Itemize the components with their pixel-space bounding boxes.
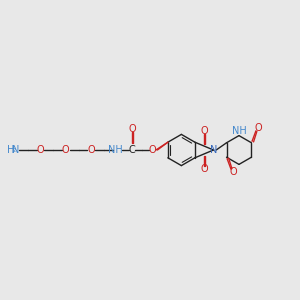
Text: O: O — [254, 123, 262, 134]
Text: N: N — [12, 145, 20, 155]
Text: C: C — [128, 145, 135, 155]
Text: O: O — [36, 145, 44, 155]
Text: O: O — [201, 126, 208, 136]
Text: NH: NH — [232, 126, 246, 136]
Text: O: O — [87, 145, 95, 155]
Text: ₂: ₂ — [12, 146, 15, 154]
Text: O: O — [201, 164, 208, 174]
Text: O: O — [128, 124, 136, 134]
Text: O: O — [148, 145, 156, 155]
Text: O: O — [62, 145, 69, 155]
Text: O: O — [229, 167, 237, 177]
Text: NH: NH — [109, 145, 123, 155]
Text: H: H — [7, 145, 14, 155]
Text: N: N — [210, 145, 217, 155]
